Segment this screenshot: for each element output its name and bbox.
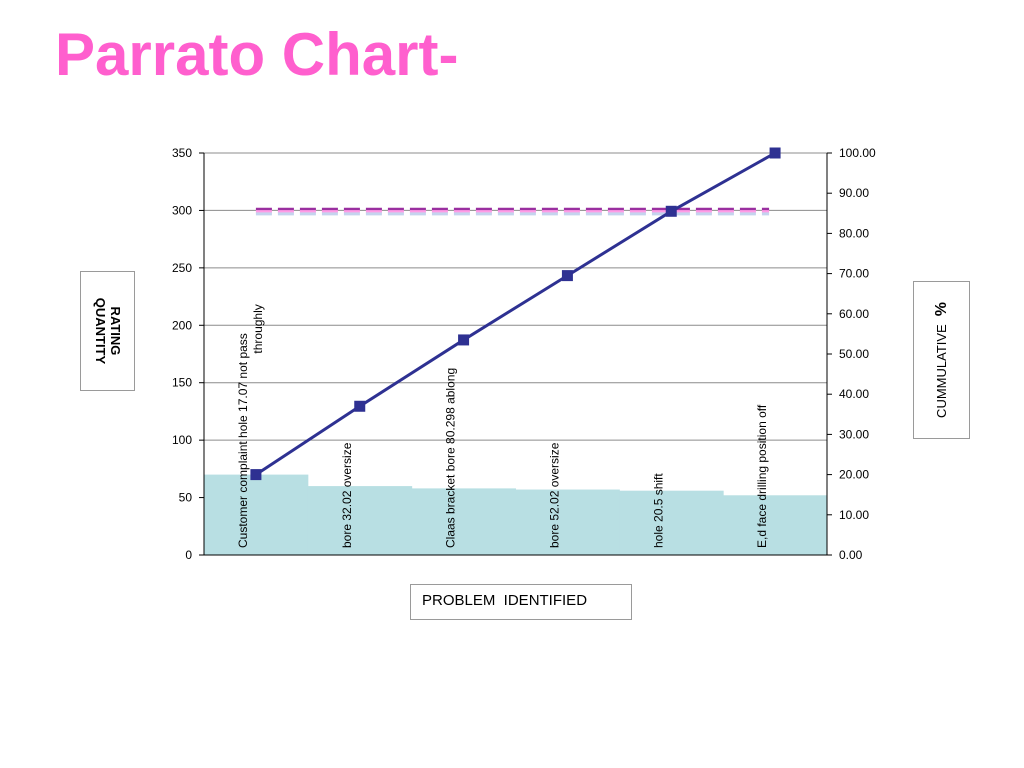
- category-label: hole 20.5 shift: [651, 473, 665, 548]
- cumulative-marker: [250, 469, 262, 481]
- right-axis-tick-label: 90.00: [839, 186, 869, 200]
- left-axis-tick-label: 100: [172, 433, 192, 447]
- axes: 0 50 100 150 200 250 300 350 0.00 10.00 20.00 30.00…: [172, 146, 876, 562]
- cumulative-marker: [458, 334, 470, 346]
- left-axis-tick-label: 250: [172, 261, 192, 275]
- right-axis-tick-label: 30.00: [839, 427, 869, 441]
- reference-lines: [255, 207, 770, 216]
- category-label: E,d face drilling position off: [755, 404, 769, 548]
- bar: [619, 490, 724, 555]
- bar: [723, 495, 828, 555]
- bar: [515, 489, 620, 555]
- left-axis-tick-label: 150: [172, 376, 192, 390]
- left-axis-title-line-2: QUANTITY: [92, 297, 108, 365]
- right-axis-tick-label: 50.00: [839, 347, 869, 361]
- right-axis-tick-label: 20.00: [839, 468, 869, 482]
- right-axis-tick-label: 100.00: [839, 146, 876, 160]
- right-axis-tick-label: 40.00: [839, 387, 869, 401]
- right-axis-tick-label: 0.00: [839, 548, 863, 562]
- category-label: Customer complaint hole 17.07 not passth…: [236, 304, 265, 548]
- left-axis-tick-label: 200: [172, 318, 192, 332]
- left-axis-tick-label: 0: [185, 548, 192, 562]
- right-axis-unit: %: [932, 302, 950, 317]
- left-axis-tick-label: 350: [172, 146, 192, 160]
- left-axis-tick-label: 300: [172, 203, 192, 217]
- right-axis-tick-label: 70.00: [839, 267, 869, 281]
- cumulative-marker: [561, 270, 573, 282]
- category-label: Claas bracket bore 80.298 ablong: [444, 368, 458, 548]
- right-axis-tick-label: 80.00: [839, 226, 869, 240]
- left-axis-title-line-1: RATING: [107, 306, 123, 356]
- right-axis-title: CUMMULATIVE: [933, 324, 949, 418]
- bar: [204, 474, 309, 555]
- slide-title: Parrato Chart-: [55, 21, 459, 88]
- left-axis-title-box: RATING QUANTITY: [80, 271, 135, 391]
- cumulative-line-path: [255, 151, 776, 476]
- x-axis-title: PROBLEM IDENTIFIED: [410, 584, 632, 620]
- cumulative-marker: [354, 400, 366, 412]
- bar: [411, 488, 516, 555]
- right-axis-tick-label: 60.00: [839, 307, 869, 321]
- category-labels: Customer complaint hole 17.07 not passth…: [236, 304, 769, 548]
- right-axis-tick-label: 10.00: [839, 508, 869, 522]
- left-axis-tick-label: 50: [179, 491, 193, 505]
- cumulative-marker: [665, 205, 677, 217]
- right-axis-title-box: CUMMULATIVE%: [913, 281, 970, 439]
- category-label: bore 52.02 oversize: [547, 442, 561, 548]
- bars: [204, 474, 828, 555]
- category-label: bore 32.02 oversize: [340, 442, 354, 548]
- bar: [307, 486, 413, 555]
- cumulative-line: [250, 147, 781, 481]
- cumulative-marker: [769, 147, 781, 159]
